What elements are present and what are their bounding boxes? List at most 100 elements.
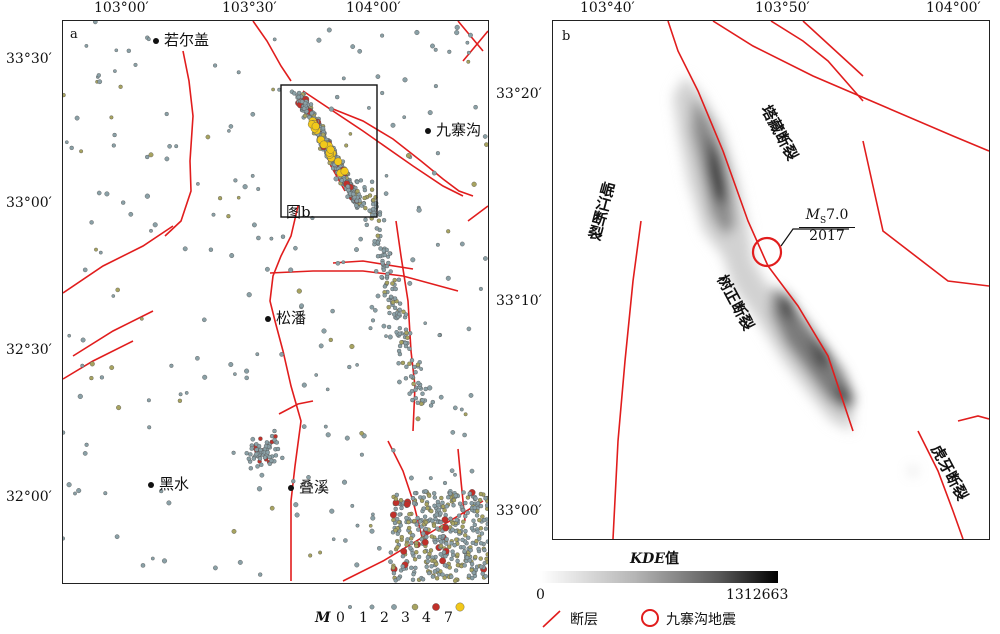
panel-b-faults: [612, 21, 989, 539]
magnitude-class-0: 0: [336, 610, 345, 626]
earthquake-point: [433, 84, 438, 89]
earthquake-point: [350, 503, 355, 508]
earthquake-point: [485, 539, 488, 544]
earthquake-point: [454, 537, 459, 542]
earthquake-point: [410, 397, 415, 403]
earthquake-point: [467, 558, 472, 563]
earthquake-point: [227, 129, 231, 133]
earthquake-point: [233, 178, 238, 183]
panel-a-left-tick-2: 33°00′: [6, 195, 52, 211]
legend-fault-label: 断层: [570, 612, 598, 628]
earthquake-point: [229, 253, 235, 259]
earthquake-point: [375, 74, 381, 79]
earthquake-point: [325, 432, 331, 438]
fault-east: [862, 140, 989, 287]
earthquake-point: [364, 222, 369, 228]
earthquake-point: [358, 178, 364, 183]
earthquake-point: [423, 386, 428, 392]
earthquake-point: [150, 556, 155, 561]
earthquake-point: [77, 393, 83, 399]
earthquake-point: [429, 534, 434, 539]
earthquake-point: [439, 495, 444, 501]
earthquake-point: [412, 557, 418, 562]
earthquake-point: [453, 472, 457, 477]
earthquake-point: [450, 521, 456, 526]
earthquake-point: [393, 506, 398, 512]
legend-point-1: [369, 604, 375, 610]
earthquake-point: [146, 398, 151, 403]
fault-a8: [269, 270, 459, 292]
earthquake-point: [326, 145, 335, 154]
earthquake-point: [396, 277, 402, 282]
earthquake-point: [354, 198, 359, 204]
earthquake-point: [423, 321, 428, 326]
figure-b-box-label: 图b: [286, 203, 311, 221]
earthquake-point: [473, 104, 478, 110]
fault-a6: [63, 225, 174, 294]
earthquake-point: [397, 326, 402, 331]
earthquake-point: [397, 512, 402, 517]
earthquake-point: [280, 455, 285, 461]
earthquake-point: [468, 393, 474, 398]
earthquake-point: [459, 241, 465, 247]
earthquake-point: [441, 550, 447, 555]
earthquake-point: [453, 493, 458, 498]
earthquake-point: [379, 274, 384, 280]
earthquake-point: [415, 416, 421, 422]
earthquake-point: [404, 330, 409, 336]
earthquake-point: [292, 91, 297, 96]
earthquake-point: [397, 331, 402, 336]
earthquake-point: [254, 452, 259, 457]
earthquake-point: [368, 326, 373, 331]
earthquake-point: [396, 361, 401, 366]
earthquake-point: [99, 375, 105, 380]
earthquake-point: [419, 367, 424, 371]
earthquake-point: [195, 356, 200, 361]
earthquake-point: [443, 554, 448, 559]
earthquake-point: [424, 502, 429, 507]
earthquake-point: [460, 508, 466, 513]
earthquake-point: [434, 512, 439, 517]
earthquake-point: [63, 430, 66, 435]
earthquake-point: [479, 564, 484, 569]
earthquake-point: [291, 479, 296, 484]
earthquake-point: [451, 552, 456, 558]
earthquake-point: [82, 267, 88, 273]
earthquake-point: [288, 267, 294, 273]
earthquake-point: [347, 364, 352, 370]
earthquake-point: [454, 517, 459, 523]
earthquake-point: [466, 59, 471, 64]
fault-tazang: [712, 21, 989, 152]
earthquake-point: [139, 316, 144, 321]
earthquake-point: [231, 528, 237, 534]
earthquake-point: [413, 396, 418, 401]
earthquake-point: [467, 491, 472, 496]
earthquake-point: [259, 462, 264, 467]
earthquake-point: [104, 191, 110, 197]
place-dot: [288, 485, 294, 491]
earthquake-point: [483, 526, 488, 531]
earthquake-point: [116, 405, 122, 411]
earthquake-point: [409, 565, 414, 570]
earthquake-point: [145, 154, 150, 160]
earthquake-point: [269, 236, 274, 241]
earthquake-point: [363, 217, 368, 222]
earthquake-point: [113, 69, 117, 73]
kde-colorbar-min: 0: [536, 587, 545, 603]
earthquake-point: [421, 531, 426, 536]
earthquake-point: [76, 488, 82, 494]
earthquake-point: [445, 275, 451, 281]
earthquake-point: [404, 515, 409, 521]
earthquake-point: [420, 577, 426, 582]
earthquake-point: [148, 152, 154, 158]
panel-a-faults: [63, 21, 488, 582]
earthquake-point: [244, 451, 249, 456]
place-dot: [148, 482, 154, 488]
earthquake-point: [109, 115, 114, 120]
earthquake-point: [478, 556, 483, 561]
magnitude-class-1: 1: [359, 610, 368, 626]
earthquake-point: [267, 454, 272, 460]
earthquake-point: [369, 187, 375, 192]
earthquake-point: [430, 399, 435, 405]
earthquake-point: [331, 537, 336, 542]
